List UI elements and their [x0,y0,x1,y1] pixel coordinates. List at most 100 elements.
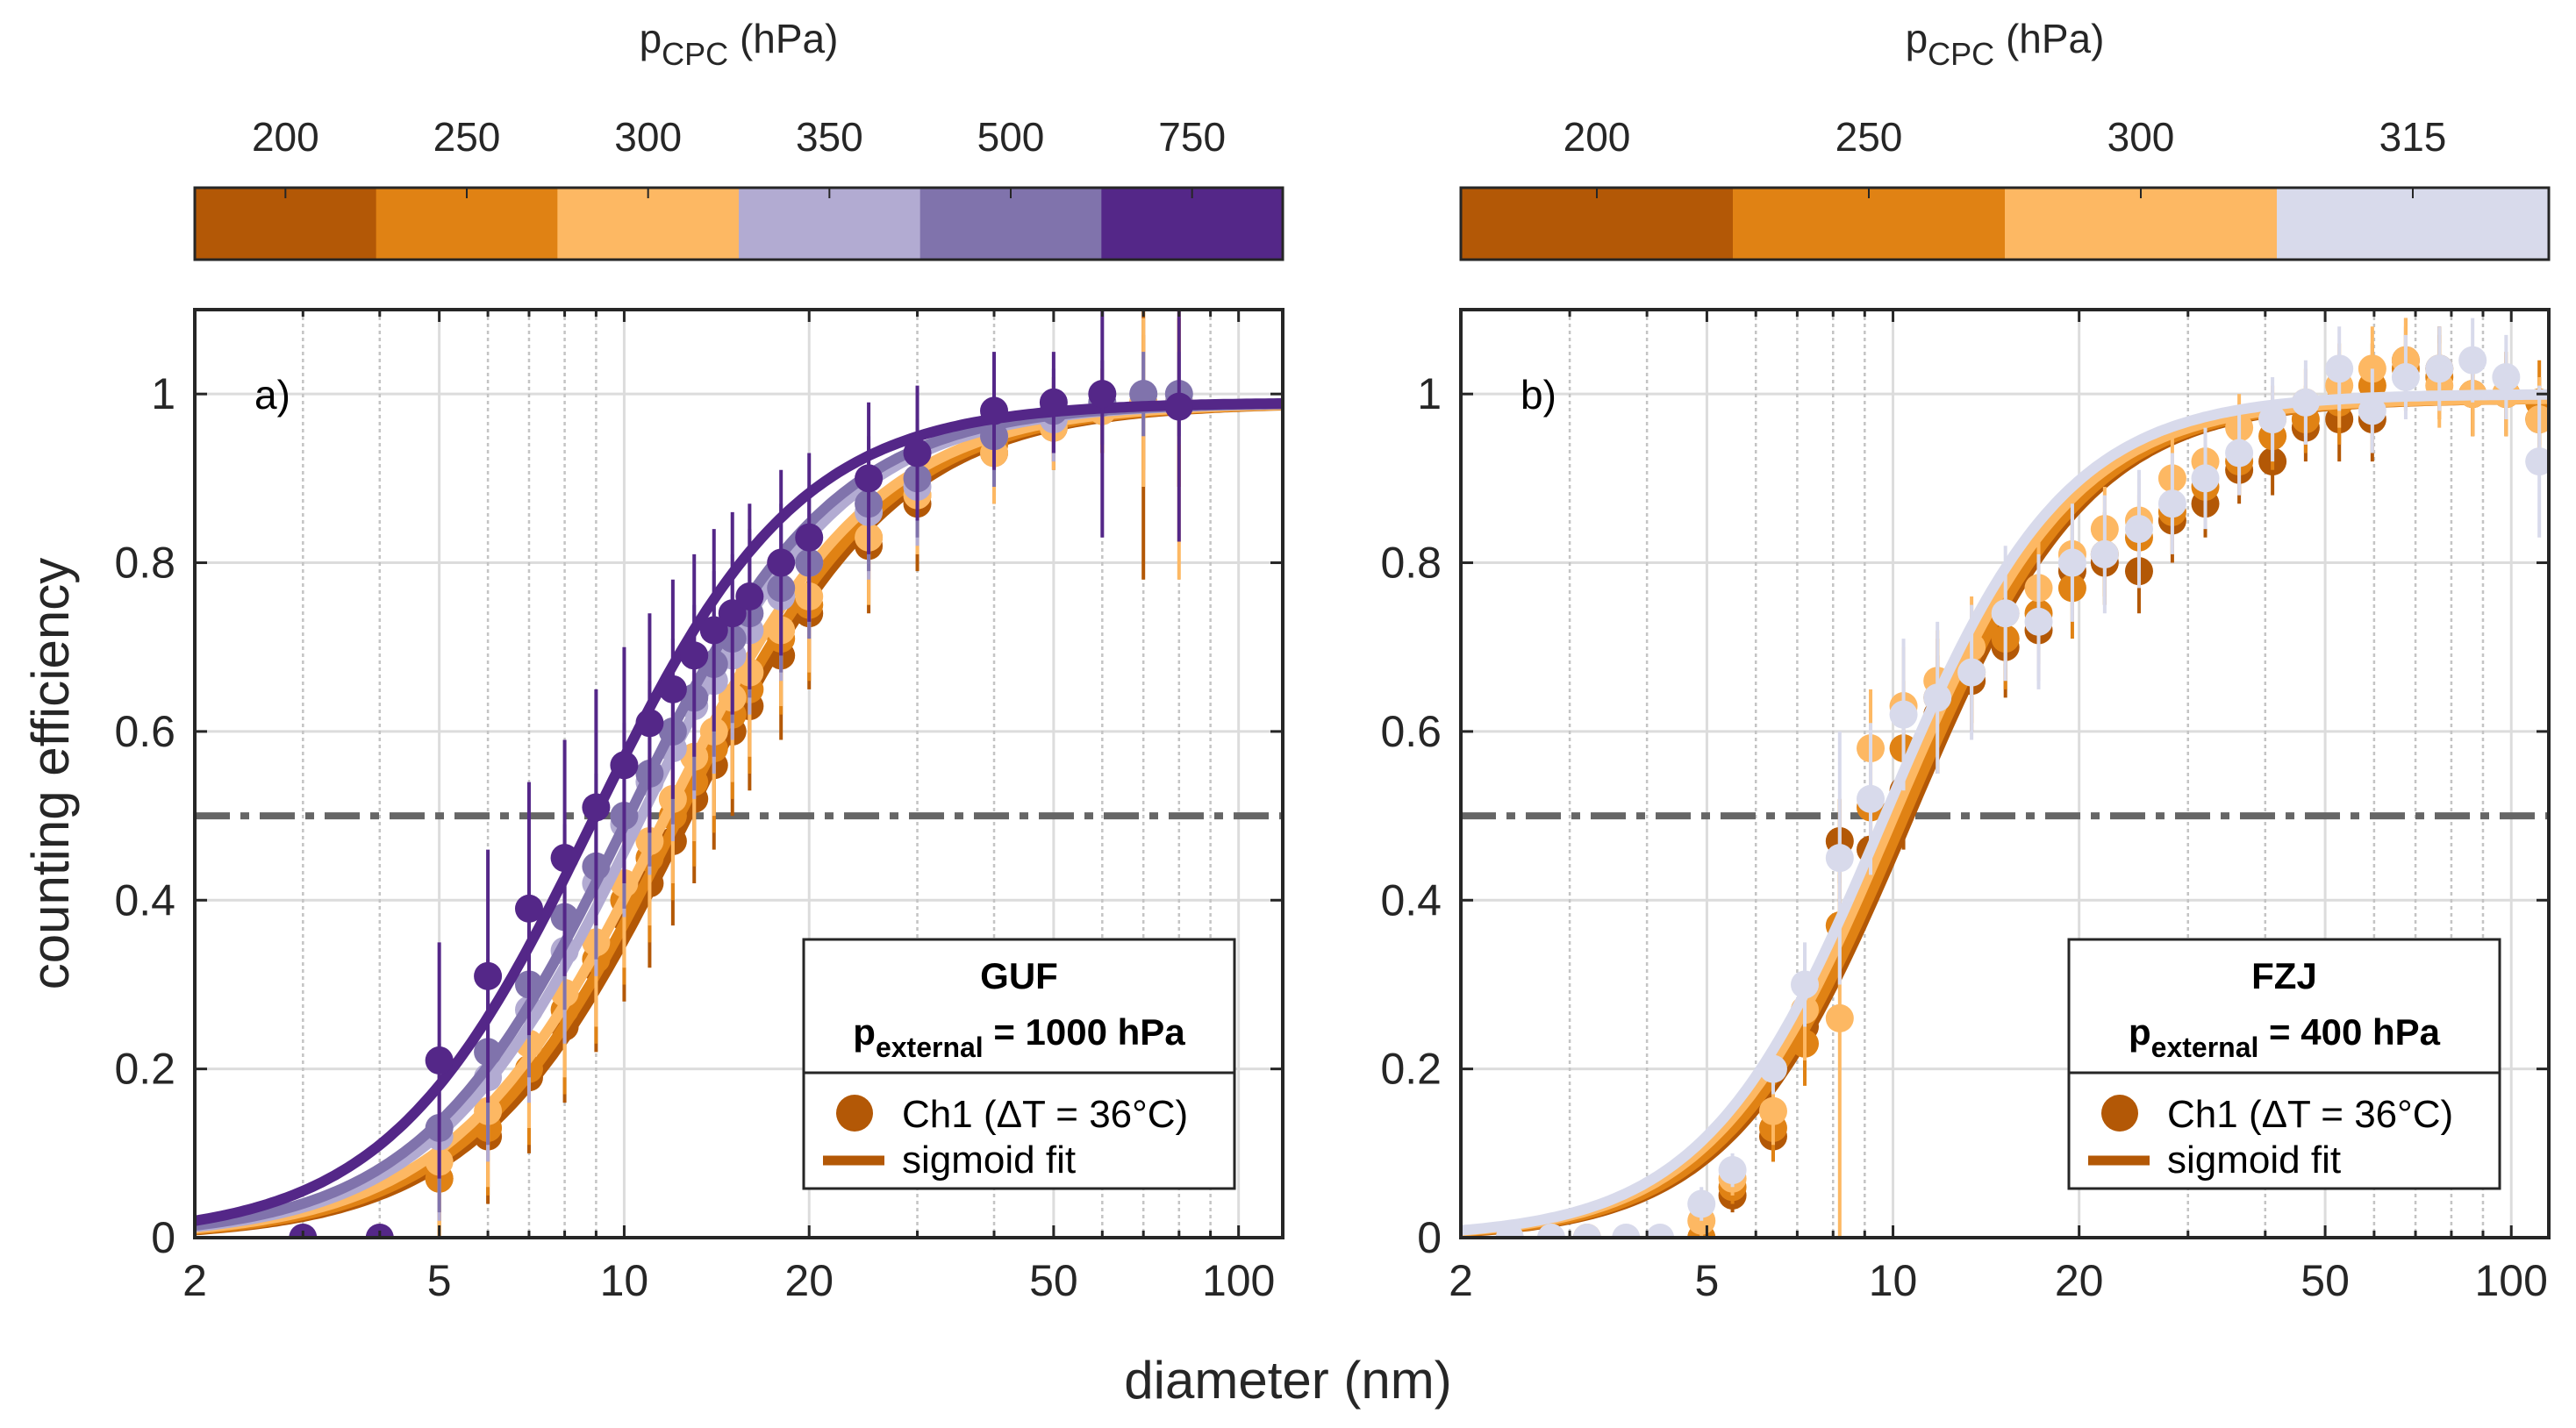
data-point [1088,380,1117,409]
data-point [2225,439,2254,468]
data-point [1164,392,1193,421]
legend-title-site: GUF [980,955,1058,996]
y-tick-label: 0 [151,1213,175,1262]
y-tick-label: 1 [151,369,175,418]
x-tick-label: 50 [2301,1256,2350,1305]
panel-b: 200 250 300 315 pCPC (hPa) 0 0.2 0.4 0.6 0.8 1 2 5 1… [1380,16,2551,1305]
data-point [1825,844,1854,873]
panel-label-a: a) [254,372,290,418]
colorbar-swatch-300 [557,188,740,260]
data-point [903,439,932,468]
colorbar-swatch-350 [739,188,921,260]
panel-label-b: b) [1521,372,1556,418]
grid-a [195,310,1283,1239]
colorbar-swatch-250 [1733,188,2006,260]
axes-frame [193,308,1284,1239]
colorbar-label: 750 [1158,114,1226,160]
colorbar-swatch-500 [919,188,1102,260]
data-point [2090,539,2119,568]
data-point [699,616,728,645]
colorbar-label: 250 [1835,114,1903,160]
x-axis-title: diameter (nm) [1124,1351,1451,1410]
y-tick-label: 0.6 [114,707,175,756]
data-point [1825,1003,1854,1032]
data-point [2024,607,2053,636]
data-point [582,793,611,822]
data-point [1495,1224,1524,1238]
x-tick-label: 2 [182,1256,207,1305]
colorbar-frame [1459,186,2551,261]
colorbar-title: pCPC (hPa) [1906,16,2105,72]
colorbar-label: 200 [1563,114,1631,160]
y-axis-title: counting efficiency [21,558,80,990]
data-point [2391,362,2420,391]
x-tick-label: 2 [1449,1256,1473,1305]
data-point [1889,700,1918,729]
legend-item-label: sigmoid fit [902,1139,1076,1182]
data-point [1857,784,1885,813]
legend-item-label: sigmoid fit [2167,1139,2341,1182]
y-tick-label: 0.2 [1380,1045,1442,1094]
legend-a: GUF pexternal = 1000 hPa Ch1 (ΔT = 36°C)si… [802,938,1236,1190]
data-point [767,548,796,577]
colorbar-label: 300 [2107,114,2175,160]
data-point [1536,1224,1565,1238]
data-point [735,582,764,611]
colorbar-swatch-750 [1101,188,1284,260]
legend-title-site: FZJ [2251,955,2317,996]
data-point [514,894,543,923]
data-point [2291,388,2320,417]
data-point [2458,346,2487,375]
data-point [658,675,687,703]
y-tick-label: 0.8 [1380,539,1442,588]
colorbar-b: 200 250 300 315 pCPC (hPa) [1459,16,2551,261]
data-point [1612,1224,1641,1238]
data-point [1039,388,1068,417]
data-point [610,751,639,780]
data-point [2124,515,2153,544]
colorbar-label: 300 [614,114,682,160]
x-tick-label: 20 [2055,1256,2104,1305]
data-point [635,709,664,738]
data-point [795,523,824,552]
data-point [1572,1224,1601,1238]
x-tick-label: 5 [1695,1256,1720,1305]
colorbar-label: 350 [796,114,863,160]
data-point [2057,548,2086,577]
x-tick-label: 20 [784,1256,834,1305]
colorbar-swatch-250 [376,188,558,260]
data-point [1758,1054,1787,1083]
axes-a: 0 0.2 0.4 0.6 0.8 1 2 5 10 20 50 100 [114,308,1284,1305]
colorbar-swatch-315 [2277,188,2550,260]
legend-marker-circle [2101,1095,2138,1132]
plot-area-a [195,310,1283,1238]
legend-title-pressure: pexternal = 1000 hPa [853,1011,1185,1063]
data-point [2425,354,2454,383]
data-point [2492,362,2521,391]
y-tick-label: 0 [1417,1213,1442,1262]
data-point [1646,1224,1675,1238]
data-point [474,961,503,990]
data-point [550,844,579,873]
series-750-hPa [195,310,1283,1238]
colorbar-swatch-200 [1461,188,1734,260]
data-point [2325,354,2354,383]
colorbar-label: 315 [2379,114,2447,160]
data-point [2191,464,2220,493]
colorbar-a: 200 250 300 350 500 750 pCPC (hPa) [193,16,1284,261]
y-tick-label: 0.8 [114,539,175,588]
data-point [425,1046,454,1075]
colorbar-label: 200 [252,114,319,160]
data-point [1923,683,1952,712]
colorbar-title: pCPC (hPa) [640,16,839,72]
y-tick-label: 0.2 [114,1045,175,1094]
series-315-hPa [1461,318,2549,1238]
colorbar-swatch-200 [195,188,377,260]
data-point [2525,405,2549,434]
legend-marker-circle [836,1095,873,1132]
y-tick-label: 1 [1417,369,1442,418]
data-point [2358,396,2386,425]
colorbar-frame [193,186,1284,261]
data-point [1957,658,1986,687]
data-point [855,464,884,493]
